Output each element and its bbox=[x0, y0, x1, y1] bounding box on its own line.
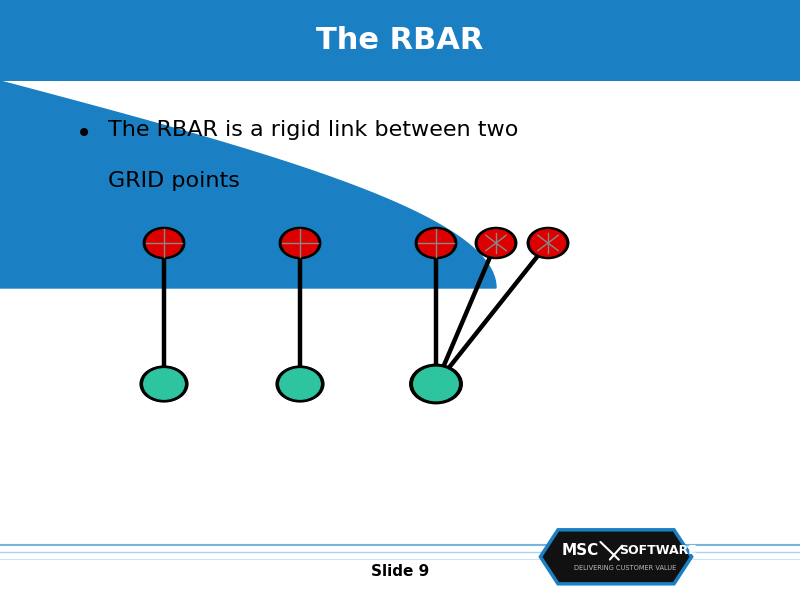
Circle shape bbox=[143, 227, 185, 259]
Circle shape bbox=[279, 227, 321, 259]
Circle shape bbox=[418, 230, 454, 256]
Circle shape bbox=[475, 227, 517, 259]
Text: X: X bbox=[610, 539, 626, 560]
Circle shape bbox=[276, 366, 324, 402]
Circle shape bbox=[282, 230, 318, 256]
Text: •: • bbox=[76, 120, 92, 148]
Circle shape bbox=[530, 230, 566, 256]
Circle shape bbox=[478, 230, 514, 256]
Text: Slide 9: Slide 9 bbox=[371, 564, 429, 578]
Circle shape bbox=[140, 366, 188, 402]
Circle shape bbox=[146, 230, 182, 256]
Text: GRID points: GRID points bbox=[108, 171, 240, 191]
Text: SOFTWARE: SOFTWARE bbox=[618, 544, 697, 557]
Polygon shape bbox=[541, 530, 691, 584]
Circle shape bbox=[144, 369, 184, 399]
Circle shape bbox=[415, 227, 457, 259]
Text: The RBAR: The RBAR bbox=[316, 26, 484, 55]
Circle shape bbox=[527, 227, 569, 259]
Polygon shape bbox=[0, 81, 496, 288]
Circle shape bbox=[280, 369, 320, 399]
Circle shape bbox=[414, 367, 458, 401]
Text: DELIVERING CUSTOMER VALUE: DELIVERING CUSTOMER VALUE bbox=[574, 565, 677, 571]
Bar bbox=[0, 0, 800, 81]
Text: MSC: MSC bbox=[562, 544, 598, 558]
Text: The RBAR is a rigid link between two: The RBAR is a rigid link between two bbox=[108, 120, 518, 140]
Circle shape bbox=[410, 364, 462, 404]
